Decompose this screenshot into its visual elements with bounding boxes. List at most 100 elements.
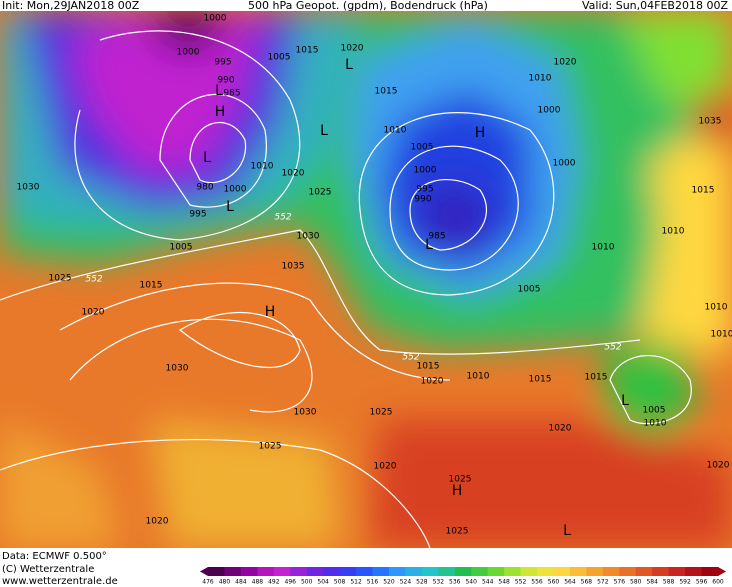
isobar-label: 1005 — [411, 143, 434, 153]
isobar-label: 1000 — [538, 106, 561, 116]
isobar-label: 1020 — [341, 44, 364, 54]
colorbar-cell — [356, 567, 374, 576]
isobar-label: 1010 — [384, 126, 407, 136]
isobar-label: 1010 — [662, 227, 685, 237]
isobar-label: 1010 — [467, 372, 490, 382]
isobar-label: 1020 — [146, 517, 169, 527]
colorbar-cell — [701, 567, 719, 576]
isobar-label: 995 — [214, 58, 231, 68]
colorbar-cell — [487, 567, 505, 576]
isobar-label: 1005 — [170, 243, 193, 253]
colorbar-label: 520 — [383, 579, 395, 586]
colorbar-label: 588 — [663, 579, 675, 586]
colorbar-cell — [569, 567, 587, 576]
colorbar-label: 508 — [334, 579, 346, 586]
colorbar-cell — [602, 567, 620, 576]
colorbar-label: 576 — [614, 579, 626, 586]
isobar-label: 1010 — [711, 330, 732, 340]
isobar-label: 1000 — [177, 48, 200, 58]
isobar-label: 990 — [414, 195, 431, 205]
isobar-label: 995 — [189, 210, 206, 220]
colorbar-cell — [438, 567, 456, 576]
isobars — [0, 30, 692, 548]
isobar-label: 1010 — [644, 419, 667, 429]
colorbar-label: 580 — [630, 579, 642, 586]
isobar-label: 1025 — [49, 274, 72, 284]
isobar-label: 1000 — [224, 185, 247, 195]
isobar-label: 1020 — [282, 169, 305, 179]
colorbar-label: 556 — [531, 579, 543, 586]
colorbar-cell — [388, 567, 406, 576]
colorbar-label: 500 — [301, 579, 313, 586]
colorbar-label: 504 — [317, 579, 329, 586]
colorbar-cell — [586, 567, 604, 576]
colorbar-cell — [323, 567, 341, 576]
pressure-center: L — [345, 57, 353, 73]
colorbar-label: 524 — [400, 579, 412, 586]
data-source: Data: ECMWF 0.500° — [2, 551, 107, 562]
colorbar-label: 560 — [548, 579, 560, 586]
isobar-label: 980 — [196, 183, 213, 193]
pressure-center: L — [203, 150, 211, 166]
isobar-label: 1010 — [705, 303, 728, 313]
colorbar-cell — [553, 567, 571, 576]
colorbar-cell — [306, 567, 324, 576]
colorbar-label: 512 — [350, 579, 362, 586]
colorbar-cell — [421, 567, 439, 576]
colorbar-label: 488 — [252, 579, 264, 586]
colorbar-cell — [208, 567, 225, 576]
isobar-label: 1015 — [692, 186, 715, 196]
isobar-label: 1020 — [374, 462, 397, 472]
isobar-label: 1010 — [251, 162, 274, 172]
pressure-center: L — [215, 83, 223, 99]
colorbar-cell — [339, 567, 357, 576]
pressure-center: L — [320, 123, 328, 139]
isobar-label: 1015 — [140, 281, 163, 291]
colorbar-label: 516 — [367, 579, 379, 586]
pressure-center: H — [265, 304, 276, 320]
isobar-label: 1030 — [297, 232, 320, 242]
colorbar-cell — [240, 567, 258, 576]
isobar-label: 1005 — [643, 406, 666, 416]
colorbar-label: 492 — [268, 579, 280, 586]
pressure-center: L — [563, 523, 571, 539]
colorbar-label: 596 — [696, 579, 708, 586]
colorbar-label: 476 — [202, 579, 214, 586]
colorbar-label: 552 — [515, 579, 527, 586]
colorbar-cell — [504, 567, 522, 576]
pressure-center: L — [621, 393, 629, 409]
colorbar-label: 496 — [285, 579, 297, 586]
isobar-label: 1035 — [699, 117, 722, 127]
colorbar-label: 548 — [498, 579, 510, 586]
isobar-label: 1025 — [370, 408, 393, 418]
colorbar-cell — [273, 567, 291, 576]
isobar-label: 985 — [223, 89, 240, 99]
pressure-center: H — [475, 125, 486, 141]
isobar-label: 1020 — [554, 58, 577, 68]
geopotential-label: 552 — [85, 275, 102, 285]
colorbar-cell — [290, 567, 308, 576]
colorbar-label: 568 — [581, 579, 593, 586]
isobar-label: 1010 — [529, 74, 552, 84]
colorbar-cell — [537, 567, 554, 576]
pressure-center: H — [452, 483, 463, 499]
isobar-label: 1025 — [449, 475, 472, 485]
colorbar-cell — [372, 567, 390, 576]
colorbar-label: 484 — [235, 579, 247, 586]
colorbar-label: 480 — [219, 579, 231, 586]
colorbar-end — [718, 567, 726, 576]
pressure-center: H — [215, 104, 226, 120]
colorbar-label: 540 — [465, 579, 477, 586]
colorbar-cell — [635, 567, 653, 576]
website: www.wetterzentrale.de — [2, 576, 118, 587]
isobar-label: 1020 — [82, 308, 105, 318]
isobar-label: 1015 — [296, 46, 319, 56]
isobar-label: 1025 — [309, 188, 332, 198]
colorbar-end — [200, 567, 208, 576]
isobar-label: 1035 — [282, 262, 305, 272]
isobar-label: 1005 — [268, 53, 291, 63]
isobar-label: 1015 — [585, 373, 608, 383]
pressure-center: L — [226, 199, 234, 215]
